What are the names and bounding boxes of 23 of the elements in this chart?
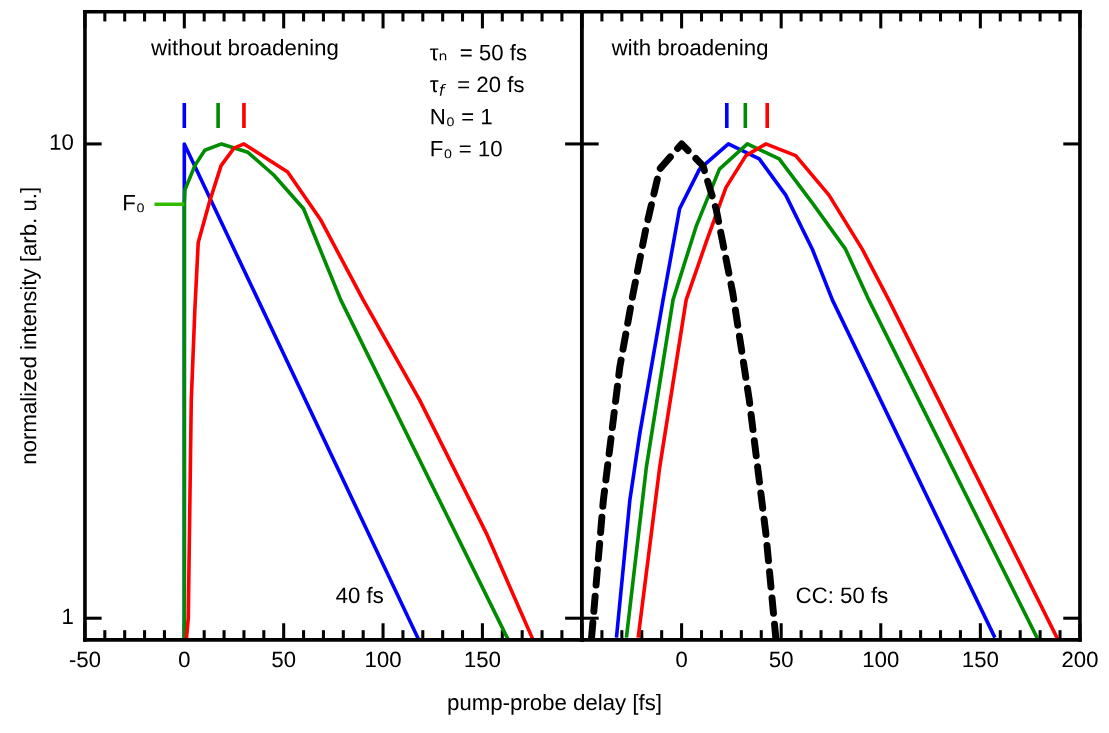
x-tick-label: 0 bbox=[179, 651, 190, 668]
annotation: F₀ bbox=[124, 195, 144, 213]
annotation: N₀ = 1 bbox=[431, 108, 492, 127]
x-tick-label: 100 bbox=[863, 651, 899, 668]
annotation: with broadening bbox=[611, 39, 768, 60]
x-tick-label: 150 bbox=[963, 651, 999, 668]
annotation: τ$_{f}$ = 20 fs bbox=[430, 76, 524, 96]
y-axis-title: normalized intensity [arb. u.] bbox=[20, 188, 41, 464]
y-tick-label: 1 bbox=[63, 608, 73, 624]
annotation: τₙ = 50 fs bbox=[430, 44, 527, 61]
x-tick-label: 200 bbox=[1062, 651, 1098, 668]
annotation: CC: 50 fs bbox=[796, 586, 888, 604]
annotation: without broadening bbox=[151, 39, 338, 60]
x-tick-label: 0 bbox=[676, 651, 687, 668]
x-tick-label: -50 bbox=[69, 651, 101, 668]
annotation: 40 fs bbox=[336, 586, 383, 604]
annotation: F₀ = 10 bbox=[431, 140, 502, 159]
x-tick-label: 50 bbox=[769, 651, 793, 668]
y-tick-label: 10 bbox=[50, 134, 73, 150]
x-tick-label: 100 bbox=[366, 651, 401, 668]
x-tick-label: 50 bbox=[272, 651, 296, 668]
x-axis-title: pump-probe delay [fs] bbox=[448, 693, 661, 715]
x-tick-label: 150 bbox=[465, 651, 501, 668]
